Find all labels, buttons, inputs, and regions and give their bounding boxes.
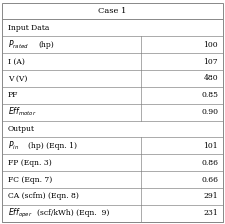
- Text: 101: 101: [204, 142, 218, 150]
- Text: 291: 291: [204, 192, 218, 200]
- Text: FC (Eqn. 7): FC (Eqn. 7): [8, 176, 52, 184]
- Text: $Eff_{oper}$: $Eff_{oper}$: [8, 207, 32, 220]
- Text: V (V): V (V): [8, 75, 27, 82]
- Text: I (A): I (A): [8, 58, 25, 66]
- Text: (hp): (hp): [38, 41, 54, 49]
- Text: 107: 107: [204, 58, 218, 66]
- Text: FP (Eqn. 3): FP (Eqn. 3): [8, 159, 52, 167]
- Text: CA (scfm) (Eqn. 8): CA (scfm) (Eqn. 8): [8, 192, 79, 200]
- Text: $Eff_{motor}$: $Eff_{motor}$: [8, 106, 36, 118]
- Text: (scf/kWh) (Eqn.  9): (scf/kWh) (Eqn. 9): [37, 209, 110, 217]
- Text: Case 1: Case 1: [98, 7, 127, 15]
- Text: 231: 231: [203, 209, 218, 217]
- Text: 0.90: 0.90: [201, 108, 218, 116]
- Text: Output: Output: [8, 125, 35, 133]
- Text: PF: PF: [8, 91, 18, 99]
- Text: 0.85: 0.85: [201, 91, 218, 99]
- Text: 480: 480: [204, 75, 218, 82]
- Text: 100: 100: [204, 41, 218, 49]
- Text: 0.66: 0.66: [201, 176, 218, 184]
- Text: $P_{in}$: $P_{in}$: [8, 140, 19, 152]
- Text: Input Data: Input Data: [8, 24, 49, 32]
- Text: 0.86: 0.86: [201, 159, 218, 167]
- Text: $P_{rated}$: $P_{rated}$: [8, 39, 29, 51]
- Text: (hp) (Eqn. 1): (hp) (Eqn. 1): [28, 142, 77, 150]
